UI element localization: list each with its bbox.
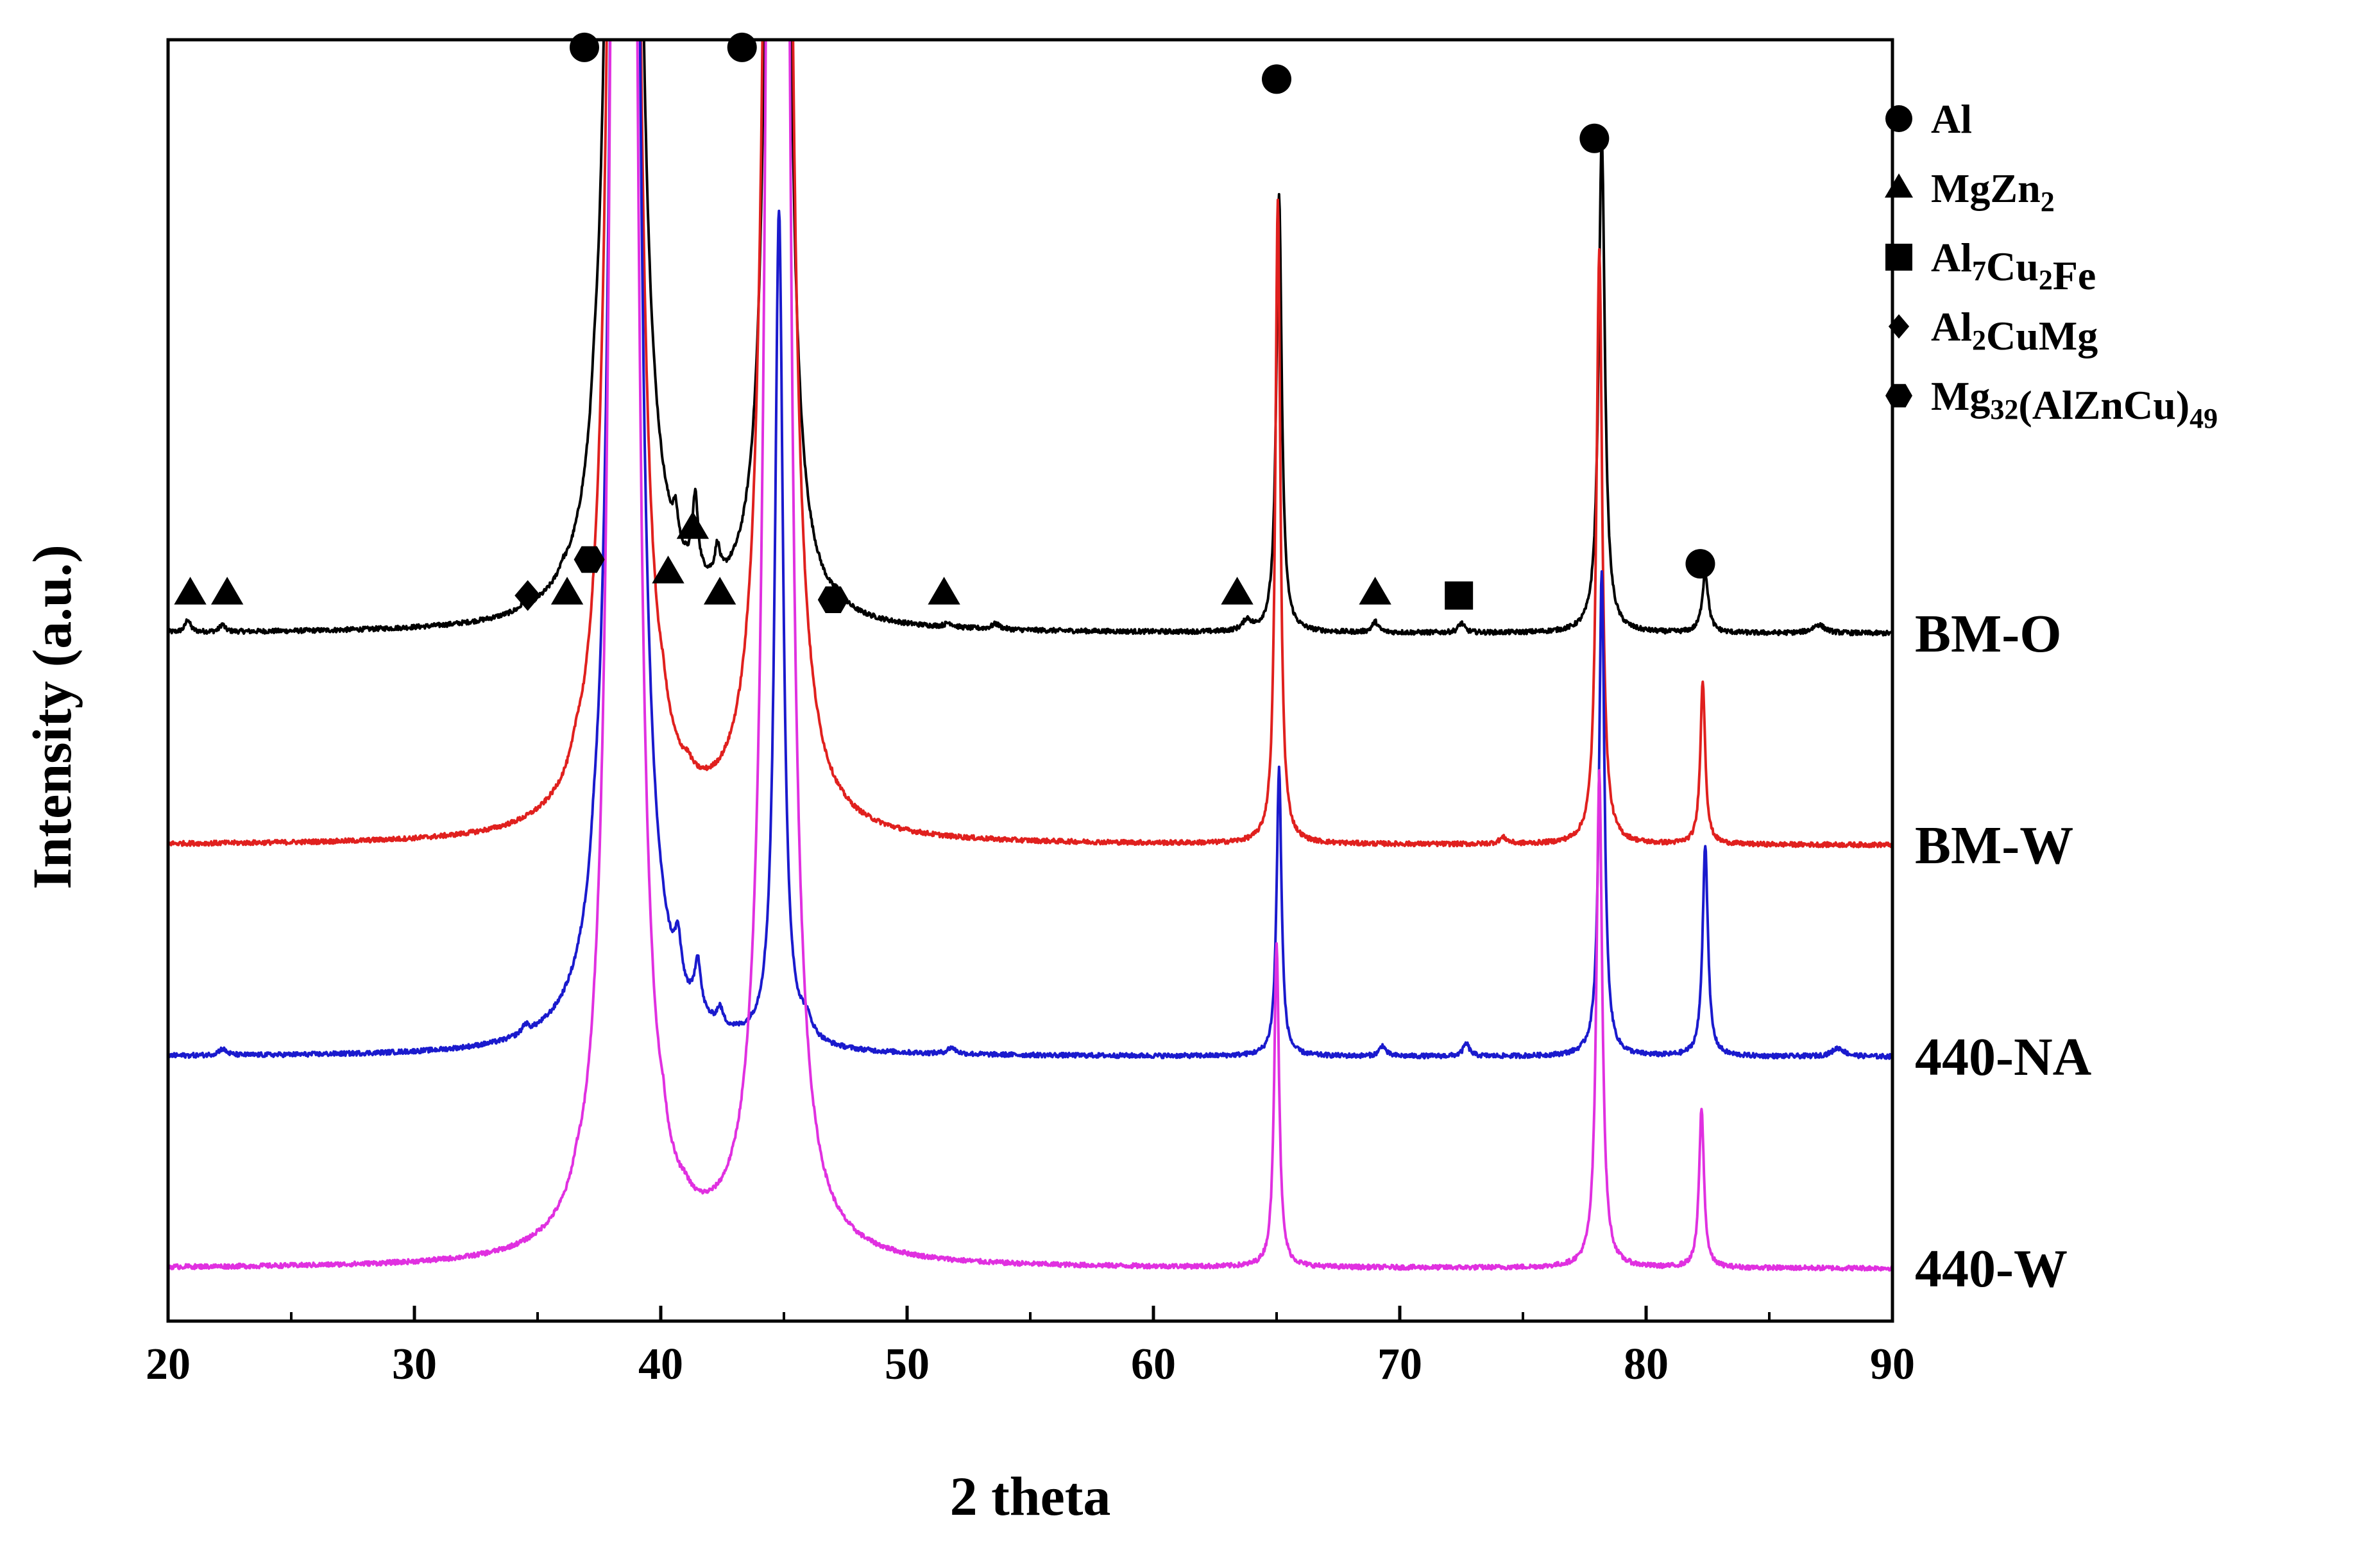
peak-marker-circle (1685, 549, 1715, 579)
peak-marker-circle (569, 32, 599, 62)
series-label-bm-o: BM-O (1915, 604, 2062, 664)
x-tick-label: 40 (638, 1340, 683, 1389)
x-tick-label: 70 (1377, 1340, 1422, 1389)
x-tick-label: 80 (1624, 1340, 1669, 1389)
peak-marker-triangle (550, 577, 584, 605)
peak-marker-circle (1579, 123, 1610, 153)
peak-marker-triangle (1221, 577, 1254, 605)
series-line-440-w (168, 40, 1892, 1272)
legend-marker-triangle (1884, 173, 1914, 198)
peak-marker-diamond (514, 580, 541, 611)
x-axis-title: 2 theta (950, 1465, 1111, 1527)
peak-marker-triangle (174, 577, 207, 605)
peak-marker-square (1445, 581, 1474, 610)
series-line-bm-w (168, 40, 1892, 848)
x-tick-label: 50 (885, 1340, 930, 1389)
peak-marker-triangle (703, 577, 736, 605)
series-label-bm-w: BM-W (1915, 816, 2073, 875)
x-tick-label: 20 (146, 1340, 191, 1389)
x-tick-label: 90 (1870, 1340, 1915, 1389)
peak-marker-triangle (676, 511, 710, 539)
legend-label: Al7Cu2Fe (1931, 235, 2096, 298)
legend: Al MgZn2 Al7Cu2Fe Al2CuMg Mg32(AlZnCu)49 (1884, 96, 2218, 434)
series-line-440-na (168, 40, 1892, 1060)
peak-marker-triangle (1359, 577, 1391, 605)
peak-marker-hexagon (817, 586, 849, 613)
legend-label: Al (1931, 96, 1972, 142)
legend-label: MgZn2 (1931, 165, 2055, 217)
series-label-440-na: 440-NA (1915, 1027, 2092, 1087)
legend-marker-circle (1885, 105, 1912, 132)
series-line-bm-o (168, 40, 1892, 637)
peak-marker-triangle (928, 577, 960, 605)
series-label-440-w: 440-W (1915, 1239, 2068, 1299)
legend-marker-square (1885, 244, 1912, 271)
x-tick-label: 60 (1131, 1340, 1176, 1389)
legend-label: Al2CuMg (1931, 304, 2098, 358)
y-axis-title: Intensity (a.u.) (21, 544, 83, 890)
peak-marker-triangle (210, 577, 244, 605)
legend-marker-hexagon (1885, 384, 1912, 408)
x-tick-label: 30 (392, 1340, 437, 1389)
legend-label: Mg32(AlZnCu)49 (1931, 373, 2218, 434)
peak-marker-circle (1262, 64, 1291, 94)
peak-marker-circle (727, 32, 757, 62)
peak-marker-hexagon (574, 546, 605, 573)
legend-marker-diamond (1888, 314, 1910, 339)
peak-marker-triangle (652, 555, 684, 584)
